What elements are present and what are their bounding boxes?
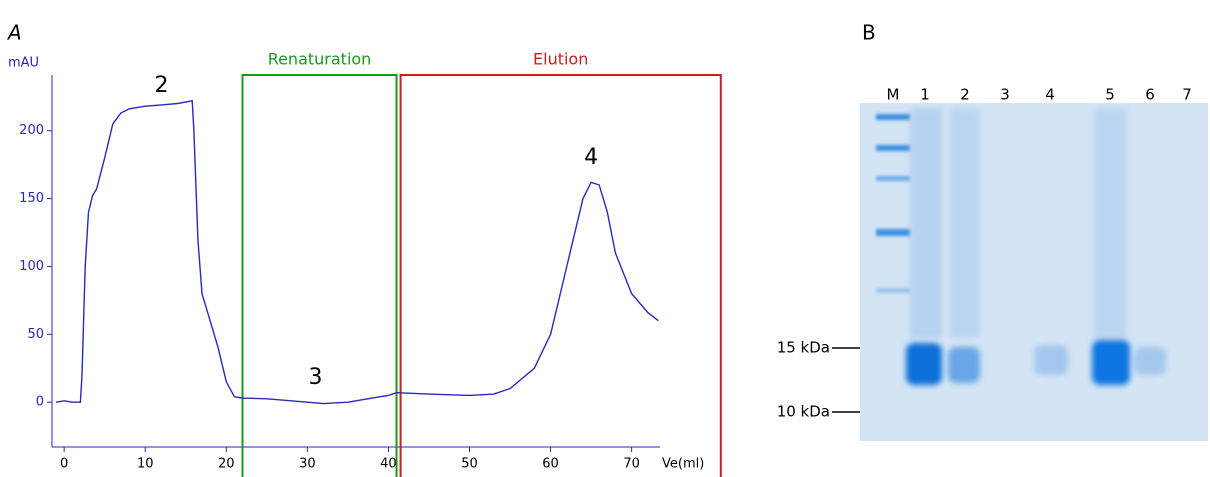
panel-label: B <box>862 21 876 45</box>
lane-label: 3 <box>1000 86 1010 104</box>
peak-label: 4 <box>584 145 598 170</box>
y-axis-label: mAU <box>8 56 39 71</box>
y-tick-label: 150 <box>19 191 44 206</box>
x-tick-label: 60 <box>542 457 559 472</box>
peak-label: 2 <box>154 73 168 98</box>
chromatogram-line <box>55 99 659 405</box>
lane-label: 1 <box>920 86 930 104</box>
x-tick-label: 70 <box>623 457 640 472</box>
lane-label: 5 <box>1105 86 1115 104</box>
gel-image: 15 kDa 10 kDa <box>777 103 1208 441</box>
x-tick-label: 10 <box>137 457 154 472</box>
y-tick-label: 0 <box>36 395 44 410</box>
x-tick-label: 30 <box>299 457 316 472</box>
marker-bands <box>876 114 910 293</box>
region-box <box>399 74 722 477</box>
x-tick-label: 50 <box>461 457 478 472</box>
peak-label: 3 <box>308 365 322 390</box>
lane-label: 4 <box>1045 86 1055 104</box>
panel-label: A <box>6 21 22 45</box>
lane-label: 2 <box>960 86 970 104</box>
region-label: Elution <box>533 50 588 69</box>
y-tick-label: 200 <box>19 123 44 138</box>
x-tick-label: 20 <box>218 457 235 472</box>
x-tick-label: 0 <box>60 457 68 472</box>
y-tick-label: 100 <box>19 259 44 274</box>
region-label: Renaturation <box>268 50 372 69</box>
x-axis-label: Ve(ml) <box>662 457 704 472</box>
lane-label: M <box>887 86 900 104</box>
lane-label: 6 <box>1145 86 1155 104</box>
y-tick-label: 50 <box>27 327 44 342</box>
sample-bands <box>906 108 1166 385</box>
marker-label: 15 kDa <box>777 339 830 357</box>
x-tick-label: 40 <box>380 457 397 472</box>
marker-label: 10 kDa <box>777 403 830 421</box>
lane-label: 7 <box>1182 86 1192 104</box>
region-box <box>241 74 398 477</box>
